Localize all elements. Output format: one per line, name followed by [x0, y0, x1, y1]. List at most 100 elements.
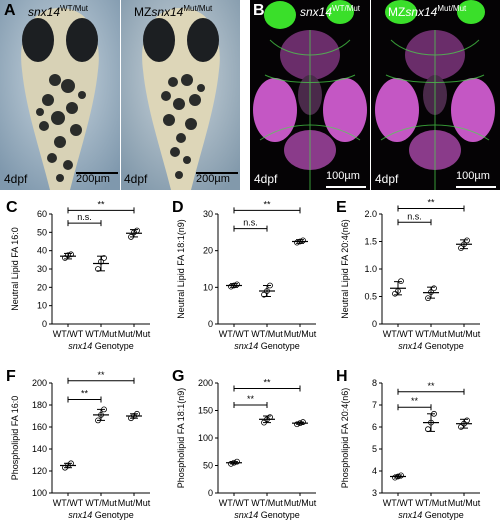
panel-d-data-point [264, 288, 270, 294]
panel-e-x-label: snx14 Genotype [398, 341, 464, 351]
panel-h-y-tick-label: 7 [372, 400, 377, 410]
panel-f-x-tick-label: Mut/Mut [118, 498, 151, 508]
panel-f-y-tick-label: 140 [32, 444, 47, 454]
panel-e-y-label: Neutral Lipid FA 20:4(n6) [340, 219, 350, 319]
panel-a-letter: A [4, 2, 16, 19]
panel-e-data-point [461, 241, 467, 248]
brain-fluorescence-left [250, 0, 370, 190]
panel-b-right-stage: 4dpf [375, 172, 399, 186]
panel-f-y-tick-label: 180 [32, 400, 47, 410]
panel-h-y-tick-label: 6 [372, 422, 377, 432]
panel-d-y-tick-label: 10 [203, 282, 213, 292]
panel-a-left-scale-label: 200µm [76, 173, 110, 185]
panel-e-sig-label: n.s. [407, 211, 422, 221]
panel-e-data-point [458, 245, 464, 251]
panel-g-data-point [294, 421, 300, 428]
panel-d-y-tick-label: 30 [203, 209, 213, 219]
panel-d-y-tick-label: 20 [203, 246, 213, 256]
panel-c-x-tick-label: WT/WT [53, 329, 84, 339]
panel-h-data-point [458, 424, 464, 430]
panel-h-y-tick-label: 4 [372, 466, 377, 476]
panel-f-data-point [68, 460, 74, 467]
panel-e-data-point [428, 289, 434, 295]
panel-f-sig-label: ** [97, 370, 105, 380]
panel-a-right-stage: 4dpf [124, 172, 148, 186]
panel-g-y-tick-label: 0 [208, 488, 213, 498]
panel-h-y-tick-label: 5 [372, 444, 377, 454]
larva-brightfield-left [0, 0, 120, 190]
panel-e-data-point [398, 278, 404, 284]
panel-d-data-point [300, 237, 306, 244]
panel-g-data-point [261, 419, 267, 426]
panel-b-left-photo [250, 0, 370, 190]
panel-g-data-point [234, 458, 240, 465]
panel-e-y-tick-label: 1.5 [364, 237, 377, 247]
panel-e-y-tick-label: 0 [372, 319, 377, 329]
panel-f-x-tick-label: WT/WT [53, 498, 84, 508]
panel-f-x-label: snx14 Genotype [68, 510, 134, 520]
panel-d-data-point [231, 282, 237, 289]
panel-g-letter: G [172, 368, 184, 385]
panel-h-data-point [431, 410, 437, 417]
panel-a-left-genotype: snx14WT/Mut [28, 4, 89, 19]
panel-b-left-stage: 4dpf [254, 172, 278, 186]
panel-b-letter: B [253, 2, 265, 19]
panel-e-x-tick-label: WT/Mut [415, 329, 447, 339]
panel-d-x-tick-label: Mut/Mut [284, 329, 317, 339]
panel-f-data-point [134, 410, 140, 417]
panel-h-y-label: Phospholipid FA 20:4(n6) [340, 388, 350, 489]
panel-g-x-label: snx14 Genotype [234, 510, 300, 520]
panel-c-y-tick-label: 0 [42, 319, 47, 329]
panel-g-y-tick-label: 200 [198, 378, 213, 388]
panel-g-sig-label: ** [247, 394, 255, 404]
panel-c-sig-label: ** [97, 199, 105, 209]
panel-d-y-tick-label: 0 [208, 319, 213, 329]
panel-h-x-tick-label: WT/Mut [415, 498, 447, 508]
panel-c-data-point [101, 255, 107, 261]
panel-b-left-scale-label: 100µm [326, 170, 360, 182]
panel-c-x-tick-label: Mut/Mut [118, 329, 151, 339]
panel-c-y-tick-label: 40 [37, 246, 47, 256]
panel-f-data-point [101, 406, 107, 413]
panel-e-data-point [395, 288, 401, 294]
panel-c-data-point [95, 266, 101, 272]
panel-c-x-label: snx14 Genotype [68, 341, 134, 351]
panel-g-data-point [228, 460, 234, 467]
panel-b-left-scalebar [326, 186, 366, 188]
panel-c-x-tick-label: WT/Mut [85, 329, 117, 339]
panel-c-data-point [68, 251, 74, 258]
panel-e-sig-label: ** [427, 198, 435, 208]
panel-g-y-tick-label: 50 [203, 461, 213, 471]
panel-f-data-point [98, 411, 104, 418]
panel-g-sig-label: ** [263, 378, 271, 388]
panel-a-right-photo [121, 0, 240, 190]
panel-a-left-photo [0, 0, 120, 190]
panel-e-y-tick-label: 2.0 [364, 209, 377, 219]
panel-e-data-point [464, 237, 470, 244]
panel-d-sig-label: ** [263, 199, 271, 209]
panel-b-right-scalebar [456, 186, 496, 188]
panel-g-data-point [267, 414, 273, 421]
panel-d-data-point [267, 282, 273, 289]
panel-e-letter: E [336, 199, 347, 216]
panel-f-y-tick-label: 120 [32, 466, 47, 476]
panel-h-data-point [392, 474, 398, 481]
panel-a-left-scalebar [76, 172, 118, 174]
panel-g-x-tick-label: WT/Mut [251, 498, 283, 508]
panel-a-right-genotype: MZsnx14Mut/Mut [134, 4, 213, 19]
panel-d-data-point [234, 281, 240, 288]
larva-brightfield-right [121, 0, 240, 190]
panel-e-x-tick-label: WT/WT [383, 329, 414, 339]
panel-e-x-tick-label: Mut/Mut [448, 329, 481, 339]
panel-c-y-tick-label: 20 [37, 282, 47, 292]
panel-c-data-point [128, 234, 134, 240]
brain-fluorescence-right [371, 0, 500, 190]
panel-b-right-scale-label: 100µm [456, 170, 490, 182]
panel-h-y-tick-label: 8 [372, 378, 377, 388]
panel-c-y-tick-label: 60 [37, 209, 47, 219]
panel-d-sig-label: n.s. [243, 218, 258, 228]
panel-h-letter: H [336, 368, 348, 385]
panel-h-x-label: snx14 Genotype [398, 510, 464, 520]
panel-d-data-point [228, 283, 234, 290]
